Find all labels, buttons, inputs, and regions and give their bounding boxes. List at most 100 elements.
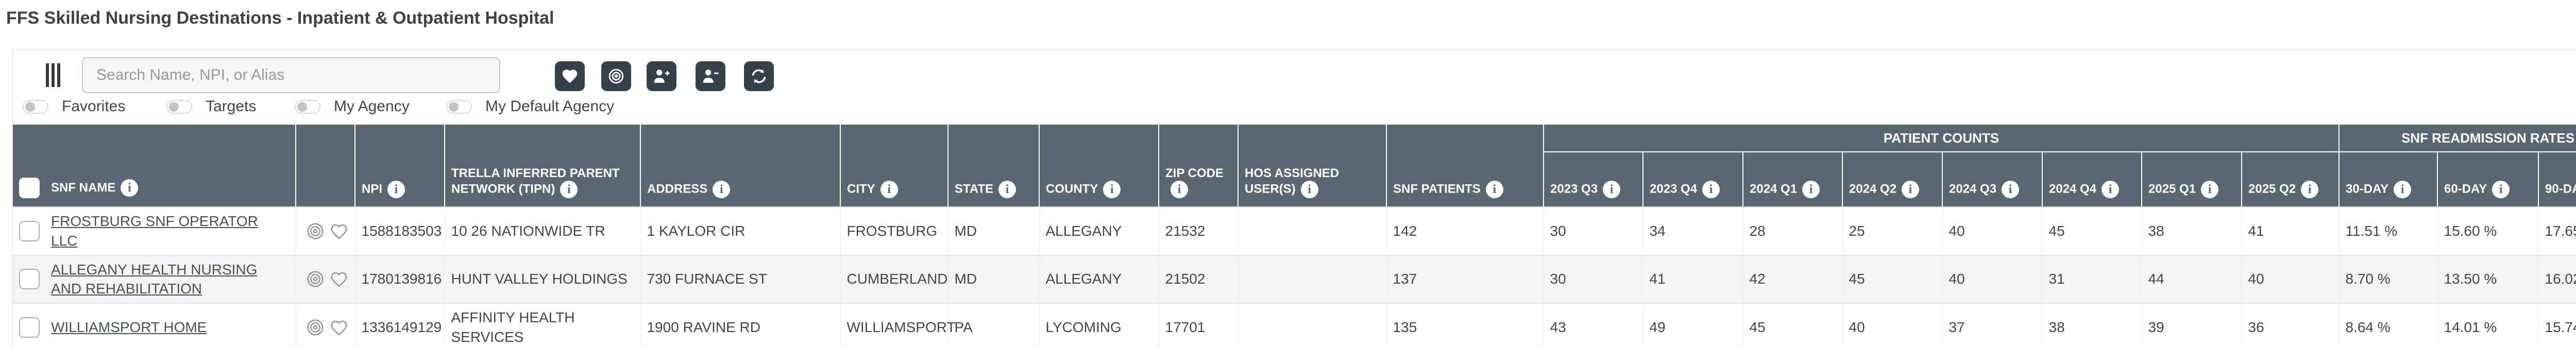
select-all-checkbox[interactable]: [19, 178, 40, 198]
favorite-heart-button[interactable]: [555, 61, 585, 91]
info-icon[interactable]: i: [1902, 181, 1920, 198]
main-panel: E Favorites Targets My Agency My Default…: [12, 49, 2576, 347]
info-icon[interactable]: i: [121, 179, 139, 197]
npi-cell: 1780139816: [354, 254, 445, 304]
filter-toggle-my-default-agency[interactable]: My Default Agency: [446, 98, 614, 115]
toggle-switch[interactable]: [166, 99, 192, 114]
info-icon[interactable]: i: [1802, 181, 1820, 198]
search-input[interactable]: [82, 57, 500, 93]
col-header-60-day[interactable]: 60-DAY i: [2437, 152, 2538, 207]
npi-cell: 1588183503: [354, 206, 445, 255]
readmit-90-cell: 17.65 %: [2538, 206, 2576, 255]
info-icon[interactable]: i: [560, 181, 578, 198]
col-header-2023-q3[interactable]: 2023 Q3 i: [1543, 152, 1643, 207]
snf-name-link[interactable]: FROSTBURG SNF OPERATOR LLC: [51, 213, 258, 249]
col-header-30-day[interactable]: 30-DAY i: [2338, 152, 2437, 207]
info-icon[interactable]: i: [1300, 181, 1318, 198]
table-row: WILLIAMSPORT HOME 1336149129 AFFINITY HEAL…: [13, 303, 2576, 347]
readmit-60-cell: 15.60 %: [2437, 206, 2538, 255]
snf-patients-cell: 137: [1386, 254, 1544, 304]
snf-name-link[interactable]: ALLEGANY HEALTH NURSING AND REHABILITATI…: [51, 261, 258, 297]
snf-name-link[interactable]: WILLIAMSPORT HOME: [51, 319, 207, 336]
heart-row-icon[interactable]: [329, 269, 349, 289]
col-header-city[interactable]: CITY i: [840, 125, 948, 207]
col-header-2024-q2[interactable]: 2024 Q2 i: [1842, 152, 1942, 207]
snf-name-cell: WILLIAMSPORT HOME: [13, 303, 296, 347]
toggle-switch[interactable]: [446, 99, 472, 114]
col-header-address[interactable]: ADDRESS i: [640, 125, 840, 207]
col-header-2023-q4[interactable]: 2023 Q4 i: [1642, 152, 1743, 207]
county-cell: LYCOMING: [1039, 303, 1159, 347]
snf-table: SNF NAME i NPI i TRELLA INFERRED PARENT N…: [13, 125, 2576, 347]
quarter-count-cell: 45: [1742, 303, 1842, 347]
quarter-count-cell: 41: [2241, 206, 2339, 255]
quarter-count-cell: 37: [1942, 303, 2042, 347]
toggle-switch[interactable]: [23, 99, 48, 114]
target-row-icon[interactable]: [306, 269, 325, 289]
info-icon[interactable]: i: [387, 181, 405, 198]
quarter-count-cell: 30: [1543, 254, 1643, 304]
quarter-count-cell: 43: [1543, 303, 1643, 347]
info-icon[interactable]: i: [1485, 181, 1503, 198]
info-icon[interactable]: i: [1603, 181, 1621, 198]
col-header-tipn[interactable]: TRELLA INFERRED PARENT NETWORK (TIPN) i: [444, 125, 640, 207]
col-header-2024-q1[interactable]: 2024 Q1 i: [1742, 152, 1842, 207]
info-icon[interactable]: i: [2002, 181, 2020, 198]
col-header-2024-q4[interactable]: 2024 Q4 i: [2042, 152, 2142, 207]
target-button[interactable]: [601, 61, 631, 91]
filter-toggle-favorites[interactable]: Favorites: [23, 98, 125, 115]
col-header-snf-patients[interactable]: SNF PATIENTS i: [1386, 125, 1544, 207]
info-icon[interactable]: i: [998, 181, 1016, 198]
col-header-2025-q2[interactable]: 2025 Q2 i: [2241, 152, 2339, 207]
info-icon[interactable]: i: [880, 181, 898, 198]
row-checkbox[interactable]: [19, 317, 40, 338]
zip-cell: 21502: [1158, 254, 1238, 304]
col-header-2024-q3[interactable]: 2024 Q3 i: [1942, 152, 2042, 207]
city-cell: CUMBERLAND: [840, 254, 948, 304]
unassign-user-button[interactable]: [696, 61, 725, 91]
row-checkbox[interactable]: [19, 220, 40, 241]
col-header-npi[interactable]: NPI i: [354, 125, 445, 207]
target-row-icon[interactable]: [306, 318, 325, 337]
col-header-snf-name[interactable]: SNF NAME i: [13, 125, 296, 207]
address-cell: 1900 RAVINE RD: [640, 303, 840, 347]
info-icon[interactable]: i: [2201, 181, 2219, 198]
heart-row-icon[interactable]: [329, 318, 349, 337]
refresh-button[interactable]: [744, 61, 774, 91]
toggle-switch[interactable]: [295, 99, 320, 114]
filter-toggle-targets[interactable]: Targets: [166, 98, 256, 115]
info-icon[interactable]: i: [1702, 181, 1720, 198]
target-row-icon[interactable]: [306, 221, 325, 241]
group-header-patient-counts: PATIENT COUNTS: [1543, 125, 2339, 152]
col-header-2025-q1[interactable]: 2025 Q1 i: [2141, 152, 2242, 207]
assign-user-button[interactable]: [647, 61, 676, 91]
info-icon[interactable]: i: [2102, 181, 2120, 198]
quarter-count-cell: 36: [2241, 303, 2339, 347]
heart-row-icon[interactable]: [329, 221, 349, 241]
col-header-state[interactable]: STATE i: [947, 125, 1039, 207]
col-header-hos-assigned[interactable]: HOS ASSIGNED USER(S) i: [1238, 125, 1386, 207]
readmit-90-cell: 16.02 %: [2538, 254, 2576, 304]
info-icon[interactable]: i: [1103, 181, 1121, 198]
bullseye-icon: [608, 68, 624, 84]
quarter-count-cell: 38: [2042, 303, 2142, 347]
filter-label: My Default Agency: [485, 98, 615, 115]
info-icon[interactable]: i: [2394, 181, 2412, 198]
filter-row: Favorites Targets My Agency My Default A…: [13, 98, 2576, 116]
info-icon[interactable]: i: [713, 181, 731, 198]
col-header-county[interactable]: COUNTY i: [1039, 125, 1159, 207]
county-cell: ALLEGANY: [1039, 206, 1159, 255]
col-header-zip[interactable]: ZIP CODEi: [1158, 125, 1238, 207]
readmit-60-cell: 13.50 %: [2437, 254, 2538, 304]
info-icon[interactable]: i: [2301, 181, 2319, 198]
info-icon[interactable]: i: [1171, 181, 1188, 198]
quarter-count-cell: 31: [2042, 254, 2142, 304]
tipn-cell: AFFINITY HEALTH SERVICES: [444, 303, 640, 347]
page-title: FFS Skilled Nursing Destinations - Inpat…: [6, 8, 554, 28]
drag-handle-icon[interactable]: [46, 63, 62, 87]
info-icon[interactable]: i: [2492, 181, 2510, 198]
col-header-row-actions: [295, 125, 355, 207]
row-checkbox[interactable]: [19, 269, 40, 290]
filter-toggle-my-agency[interactable]: My Agency: [295, 98, 410, 115]
